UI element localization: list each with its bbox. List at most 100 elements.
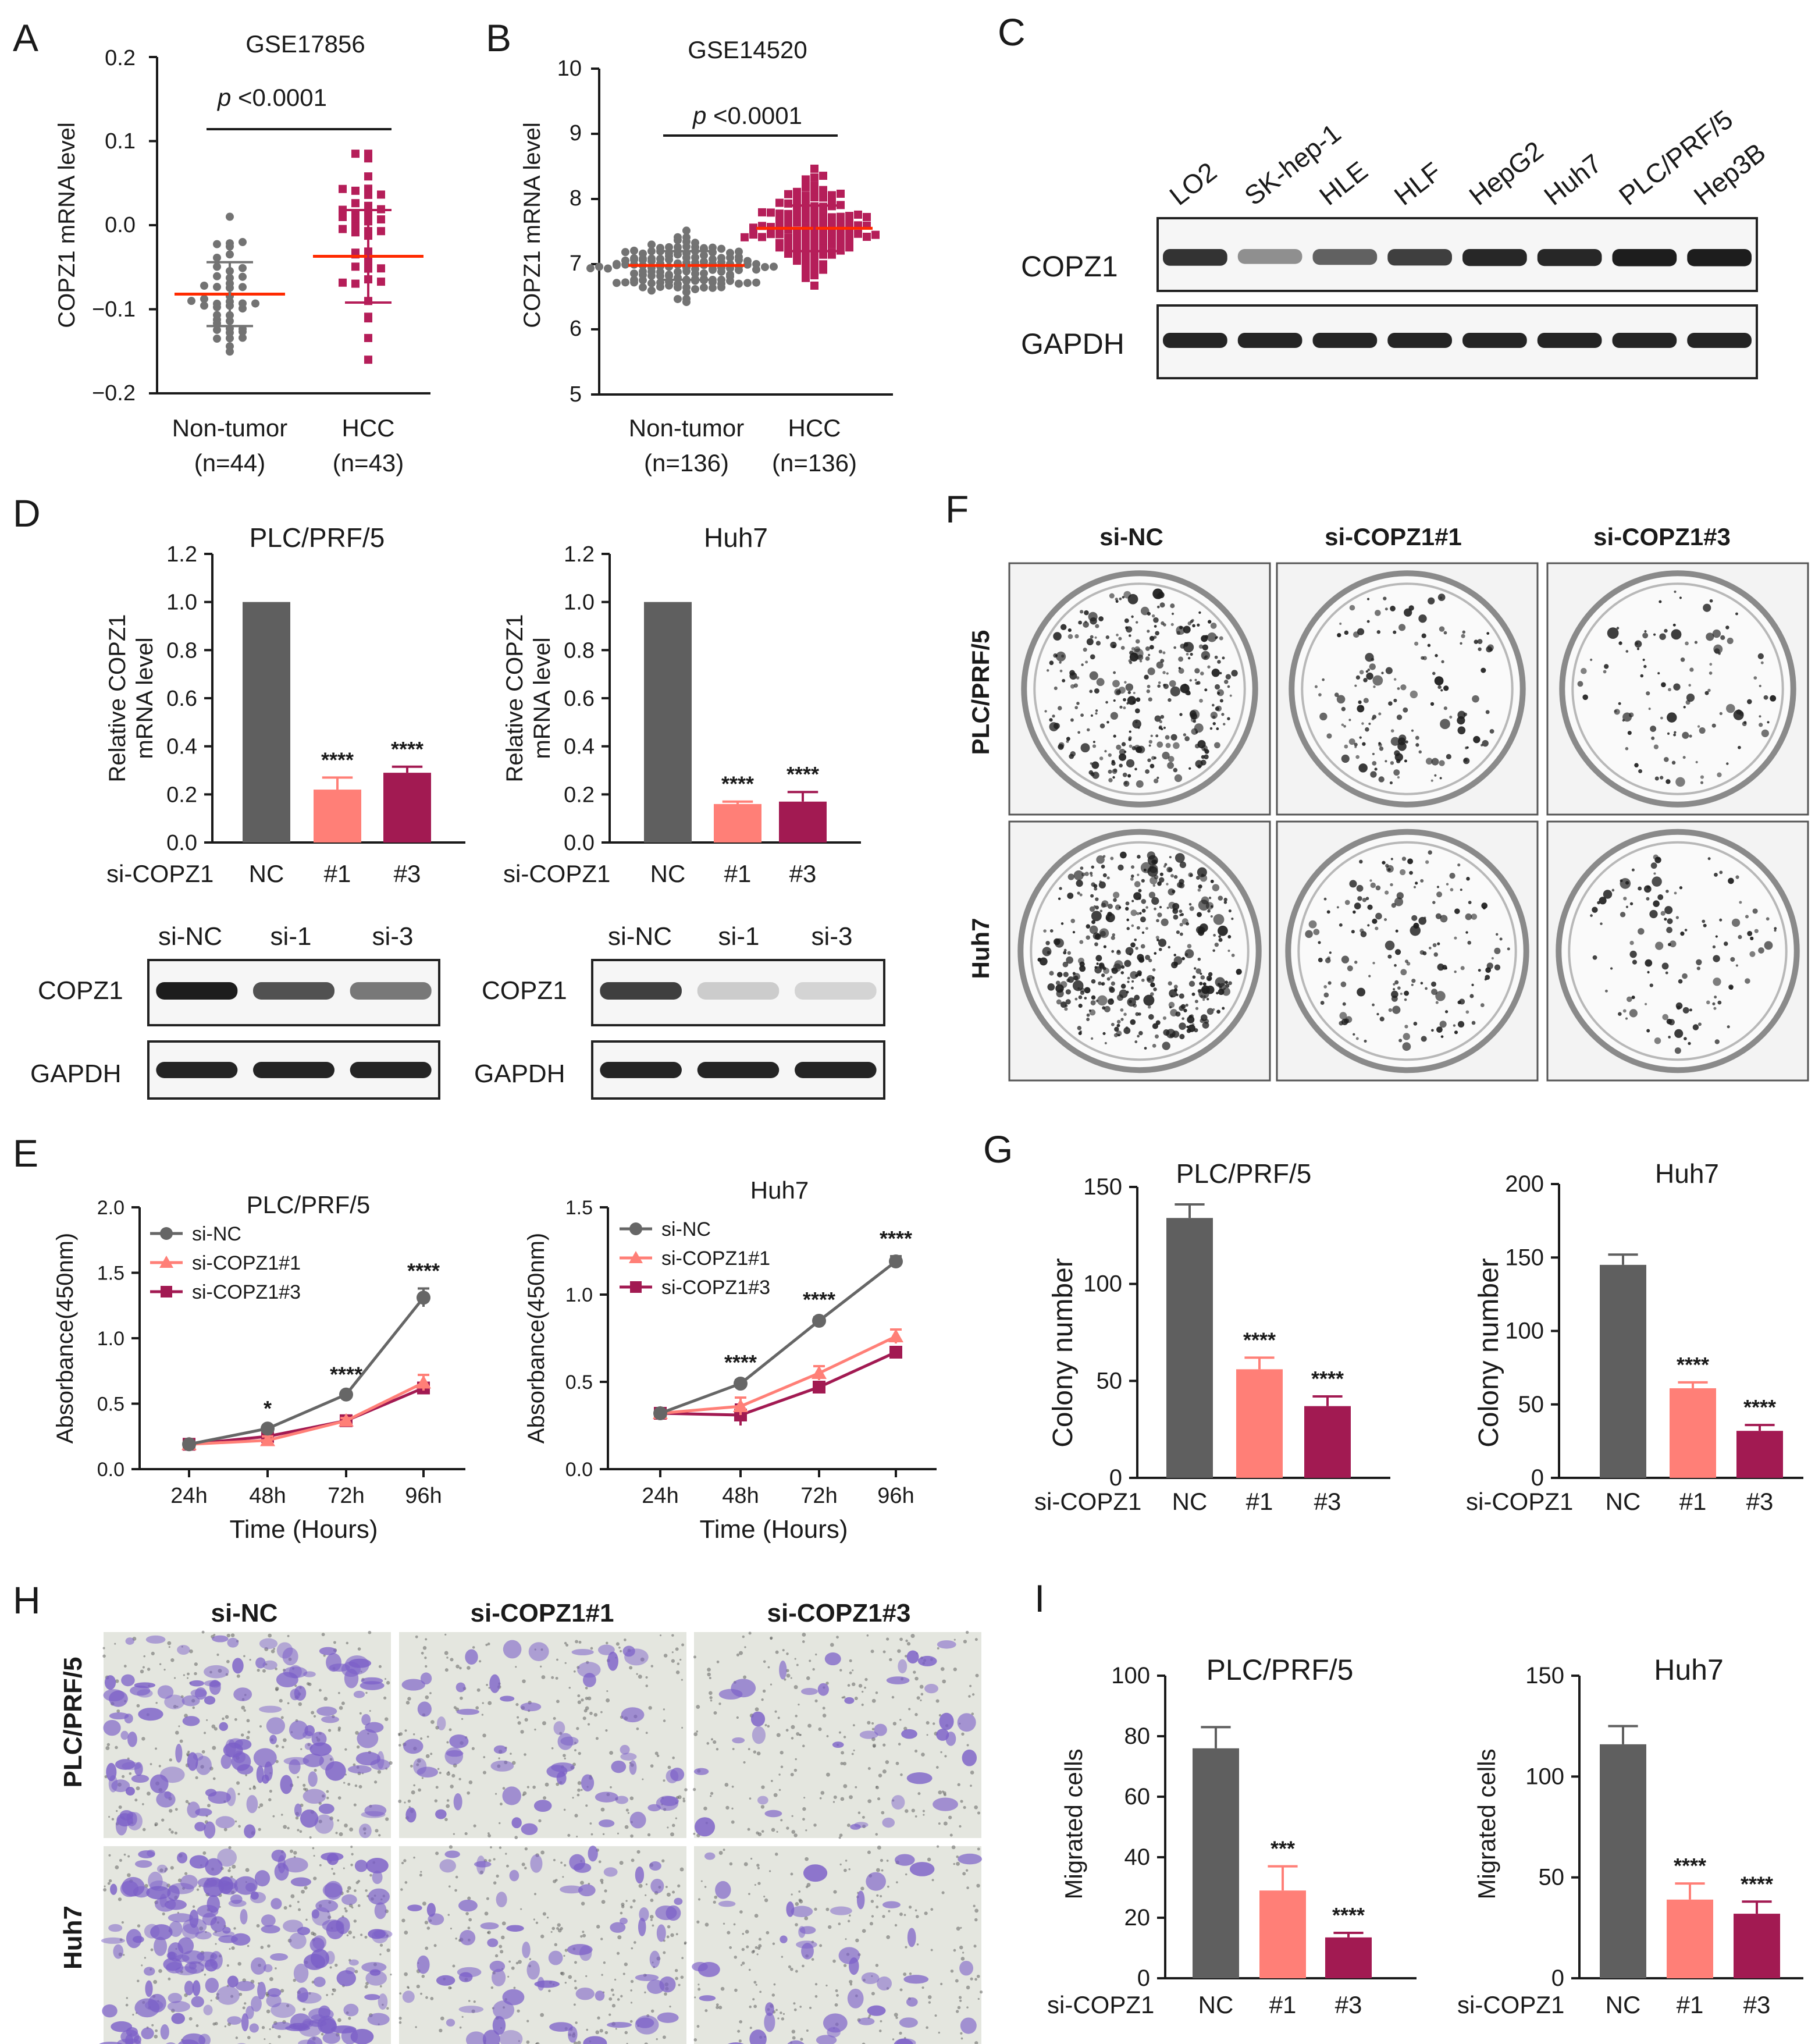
migrated-cell: [318, 1803, 334, 1814]
panel-d-gapdh-band: [600, 1062, 682, 1078]
migration-pore: [862, 1690, 864, 1693]
colony-dot: [1114, 1026, 1119, 1032]
panel-a-tick-label: −0.1: [92, 297, 136, 322]
panel-b-point: [819, 265, 827, 274]
colony-dot: [1577, 681, 1583, 687]
colony-dot: [1454, 1030, 1458, 1035]
colony-dot: [1161, 918, 1169, 926]
panel-d-right-tick-label: 0.8: [564, 638, 595, 663]
colony-dot: [1592, 955, 1597, 960]
panel-b-point: [819, 186, 827, 194]
colony-dot: [1195, 876, 1200, 880]
migration-pore: [339, 1832, 343, 1836]
migration-pore: [672, 1756, 675, 1759]
panel-d-left-bar: [383, 773, 431, 843]
migration-pore: [600, 1878, 604, 1883]
migration-pore: [897, 1649, 901, 1653]
colony-dot: [1055, 984, 1064, 993]
migration-pore: [961, 1732, 965, 1736]
panel-b-point: [647, 257, 656, 265]
colony-dot: [1214, 943, 1219, 947]
colony-dot: [1207, 997, 1209, 1001]
migrated-cell: [534, 1980, 560, 1988]
panel-e-right-x-tick-label: 48h: [722, 1484, 759, 1508]
panel-e-right-tick-label: 1.5: [565, 1197, 593, 1219]
migration-pore: [666, 1935, 670, 1939]
panel-e-left-ylabel: Absorbance(450nm): [52, 1233, 78, 1444]
migration-pore: [450, 1928, 452, 1930]
panel-h-row-label: Huh7: [59, 1906, 87, 1970]
colony-dot: [1399, 869, 1406, 876]
colony-dot: [1181, 957, 1185, 961]
colony-dot: [1207, 665, 1211, 669]
colony-dot: [1218, 937, 1223, 942]
colony-dot: [1680, 932, 1685, 936]
panel-letter-c: C: [998, 10, 1026, 54]
colony-dot: [1629, 1009, 1638, 1018]
panel-b-point: [717, 267, 725, 276]
migration-pore: [970, 1784, 972, 1787]
colony-dot: [1056, 972, 1063, 977]
migration-pore: [449, 1728, 452, 1732]
migrated-cell: [113, 1944, 124, 1959]
colony-dot: [1108, 753, 1112, 757]
colony-dot: [1394, 753, 1403, 762]
colony-dot: [1622, 1009, 1627, 1013]
migration-pore: [425, 1695, 429, 1700]
colony-dot: [1207, 632, 1217, 642]
panel-g-left-category-label: #3: [1314, 1488, 1341, 1515]
panel-e-right-legend-marker: [629, 1222, 642, 1235]
panel-b-point: [665, 281, 673, 290]
migration-pore: [862, 1929, 866, 1933]
colony-dot: [1665, 890, 1669, 893]
migration-pore: [238, 1825, 241, 1828]
migration-pore: [914, 1713, 918, 1716]
migration-pore: [736, 1653, 740, 1656]
migration-pore: [678, 1983, 681, 1986]
migration-pore: [905, 1873, 908, 1876]
colony-dot: [1378, 742, 1382, 747]
migration-pore: [886, 1637, 889, 1641]
migrated-cell: [175, 1744, 183, 1763]
colony-dot: [1126, 759, 1135, 768]
migration-pore: [471, 1747, 475, 1750]
panel-b-point: [819, 172, 827, 180]
migration-pore: [615, 1642, 620, 1646]
migration-pore: [849, 1795, 853, 1800]
migrated-cell: [365, 1970, 387, 1986]
migration-pore: [144, 1957, 147, 1959]
migration-pore: [840, 1797, 845, 1801]
migration-pore: [716, 2006, 719, 2009]
migration-pore: [328, 1915, 332, 1919]
colony-dot: [1159, 872, 1163, 876]
colony-dot: [1414, 641, 1419, 646]
migration-pore: [599, 2029, 603, 2033]
colony-dot: [1062, 678, 1066, 682]
migration-pore: [147, 1668, 151, 1671]
colony-dish-rim: [1571, 582, 1784, 795]
colony-dot: [1049, 718, 1053, 722]
colony-dot: [1647, 971, 1650, 974]
panel-g-right-category-label: #1: [1679, 1488, 1707, 1515]
colony-dot: [1227, 935, 1232, 939]
migration-pore: [589, 1711, 593, 1715]
migrated-cell: [267, 1988, 282, 1997]
panel-a-point: [339, 278, 347, 287]
colony-dot: [1166, 672, 1169, 675]
colony-dot: [1127, 976, 1130, 980]
migrated-cell: [227, 2016, 242, 2025]
migration-pore: [206, 1719, 208, 1721]
migration-pore: [742, 1635, 745, 1638]
panel-d-left-significance-label: ****: [391, 737, 424, 761]
migration-pore: [756, 1864, 760, 1867]
colony-dot: [1094, 942, 1098, 947]
migration-pore: [754, 1884, 756, 1886]
migration-pore: [556, 1782, 560, 1786]
panel-e-left-tick-label: 1.0: [97, 1328, 124, 1350]
colony-dot: [1420, 879, 1424, 883]
panel-b-tick-label: 5: [570, 382, 582, 407]
migration-pore: [321, 2033, 324, 2036]
migration-pore: [774, 1853, 778, 1856]
panel-d-blot-lane-label: si-1: [271, 922, 312, 951]
colony-dot: [1204, 754, 1209, 760]
